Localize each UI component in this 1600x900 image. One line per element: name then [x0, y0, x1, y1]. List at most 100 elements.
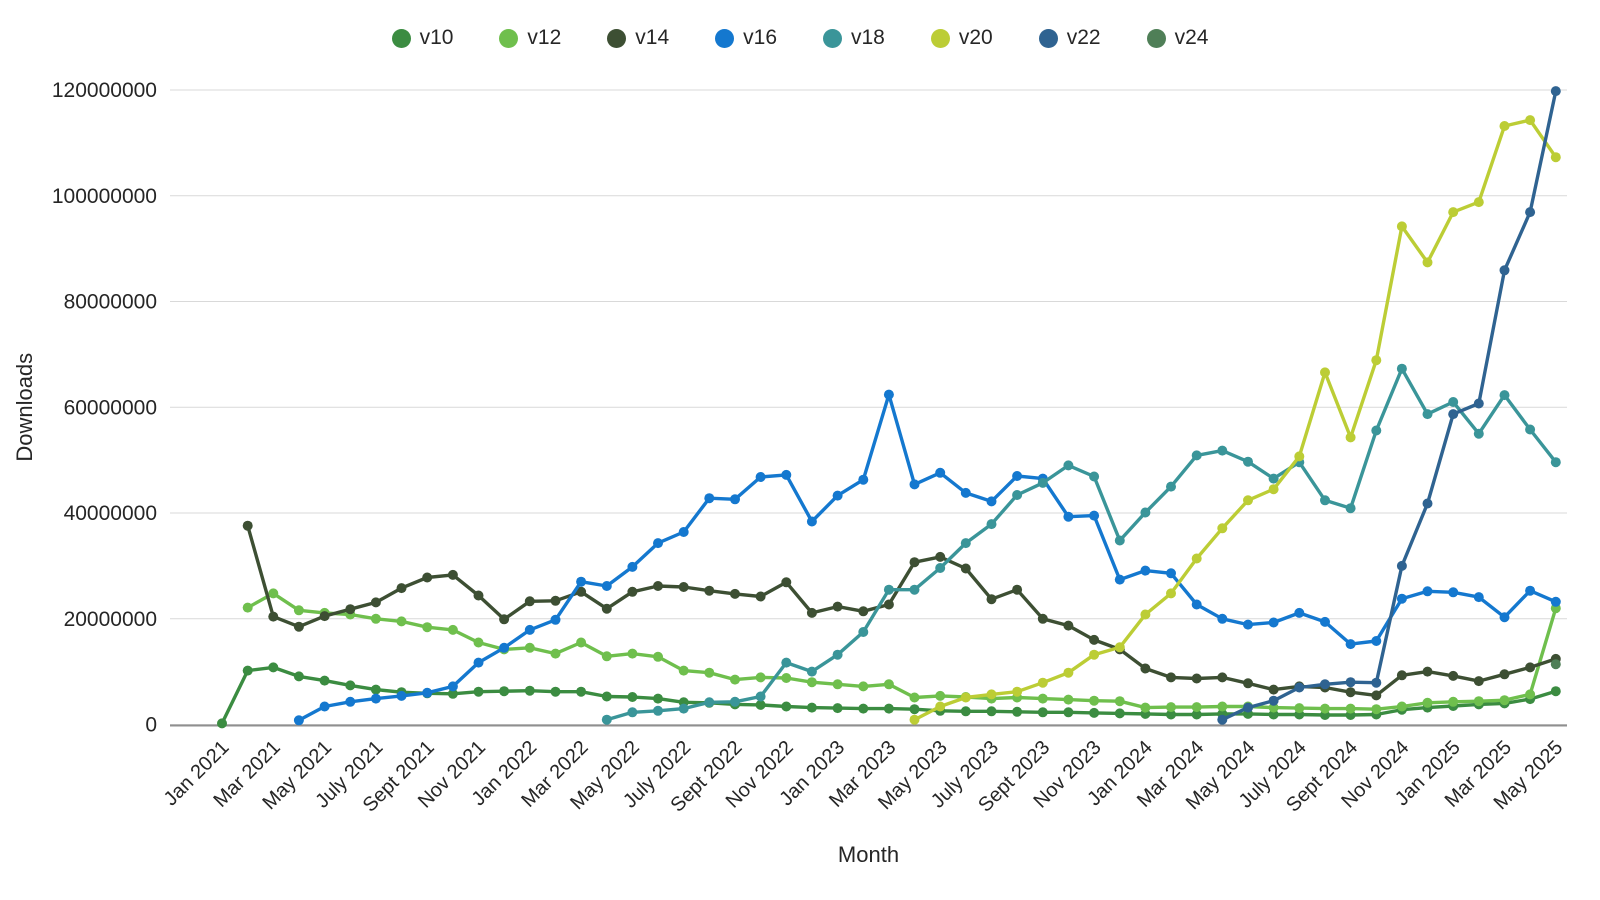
- series-point-v14: [627, 586, 638, 597]
- series-point-v12: [447, 624, 458, 635]
- y-axis-tick-label: 120000000: [52, 79, 157, 102]
- series-point-v18: [704, 697, 715, 708]
- series-point-v14: [1525, 662, 1536, 673]
- series-point-v16: [1550, 596, 1561, 607]
- legend-label: v20: [958, 26, 993, 49]
- series-point-v14: [755, 591, 766, 602]
- series-point-v22: [1499, 265, 1510, 276]
- series-point-v16: [1448, 587, 1459, 598]
- series-point-v14: [1422, 666, 1433, 677]
- series-point-v14: [832, 601, 843, 612]
- series-point-v14: [422, 572, 433, 583]
- series-point-v20: [1448, 207, 1459, 218]
- series-point-v14: [1396, 670, 1407, 681]
- series-line-v12: [246, 591, 1558, 711]
- series-point-v12: [627, 648, 638, 659]
- series-point-v16: [935, 467, 946, 478]
- series-point-v18: [1012, 490, 1023, 500]
- series-point-v12: [1166, 702, 1176, 713]
- series-point-v14: [986, 594, 997, 605]
- legend-item-v22[interactable]: v22: [1038, 26, 1101, 50]
- series-point-v18: [883, 584, 894, 595]
- series-point-v18: [1114, 535, 1125, 546]
- series-point-v12: [883, 679, 894, 690]
- y-axis-tick-label: 40000000: [64, 502, 157, 525]
- series-point-v20: [960, 692, 971, 703]
- series-point-v20: [1063, 667, 1074, 678]
- series-point-v16: [1166, 568, 1176, 579]
- series-point-v12: [1499, 695, 1510, 706]
- series-point-v14: [242, 520, 253, 531]
- series-point-v20: [1191, 553, 1202, 564]
- series-point-v16: [1473, 592, 1484, 603]
- legend-item-v12[interactable]: v12: [499, 26, 561, 50]
- series-point-v10: [1268, 709, 1279, 720]
- legend-swatch-icon: [391, 28, 411, 48]
- legend-item-v14[interactable]: v14: [607, 26, 669, 50]
- series-point-v16: [319, 701, 330, 712]
- series-point-v12: [1063, 694, 1074, 705]
- series-point-v20: [1499, 121, 1510, 131]
- series-point-v16: [1294, 607, 1305, 618]
- series-point-v14: [653, 581, 663, 591]
- series-point-v12: [755, 672, 766, 683]
- series-point-v12: [1371, 704, 1382, 715]
- legend-item-v16[interactable]: v16: [715, 26, 777, 50]
- series-point-v20: [986, 689, 997, 700]
- series-point-v10: [1089, 707, 1100, 718]
- legend-label: v24: [1174, 26, 1209, 49]
- series-point-v16: [1525, 585, 1536, 596]
- series-point-v18: [730, 696, 740, 707]
- series-point-v16: [345, 696, 356, 707]
- legend-item-v10[interactable]: v10: [391, 26, 453, 50]
- series-point-v12: [1037, 693, 1048, 704]
- series-point-v18: [986, 519, 997, 530]
- series-point-v16: [601, 581, 612, 591]
- series-point-v14: [447, 569, 458, 580]
- series-point-v14: [1217, 672, 1228, 683]
- legend-item-v24[interactable]: v24: [1146, 26, 1209, 50]
- series-point-v12: [268, 588, 279, 599]
- series-point-v14: [730, 588, 740, 599]
- series-point-v18: [678, 703, 689, 714]
- series-point-v16: [832, 490, 843, 501]
- series-point-v12: [1448, 696, 1459, 707]
- series-point-v12: [396, 616, 407, 627]
- series-point-v18: [1448, 397, 1459, 407]
- series-point-v12: [909, 692, 920, 703]
- series-point-v12: [293, 605, 304, 616]
- series-point-v14: [935, 551, 946, 562]
- series-point-v20: [1550, 152, 1561, 163]
- series-point-v12: [704, 667, 715, 678]
- series-line-v10: [220, 665, 1558, 726]
- legend-item-v20[interactable]: v20: [930, 26, 993, 50]
- series-point-v10: [986, 706, 997, 717]
- series-point-v16: [627, 561, 638, 572]
- legend-item-v18[interactable]: v18: [823, 26, 885, 50]
- series-point-v14: [524, 596, 535, 607]
- series-point-v16: [396, 690, 407, 701]
- series-point-v14: [1037, 613, 1048, 624]
- series-point-v22: [1525, 207, 1536, 218]
- series-point-v16: [730, 494, 740, 505]
- legend-swatch-icon: [1038, 28, 1058, 48]
- series-point-v12: [473, 637, 484, 648]
- series-point-v14: [678, 582, 689, 592]
- series-line-v18: [605, 367, 1558, 722]
- series-point-v20: [1396, 221, 1407, 232]
- series-point-v20: [1243, 495, 1253, 506]
- series-point-v14: [345, 604, 356, 615]
- series-point-v18: [1063, 460, 1074, 471]
- series-point-v10: [550, 686, 561, 697]
- series-point-v22: [1320, 679, 1330, 690]
- series-point-v12: [1294, 703, 1305, 714]
- series-point-v18: [1550, 457, 1561, 468]
- series-point-v12: [935, 690, 946, 701]
- series-point-v12: [1140, 702, 1151, 713]
- series-point-v10: [268, 662, 279, 673]
- series-point-v10: [217, 718, 227, 729]
- series-point-v16: [473, 657, 484, 668]
- series-point-v18: [1166, 481, 1176, 492]
- series-point-v12: [1525, 689, 1536, 700]
